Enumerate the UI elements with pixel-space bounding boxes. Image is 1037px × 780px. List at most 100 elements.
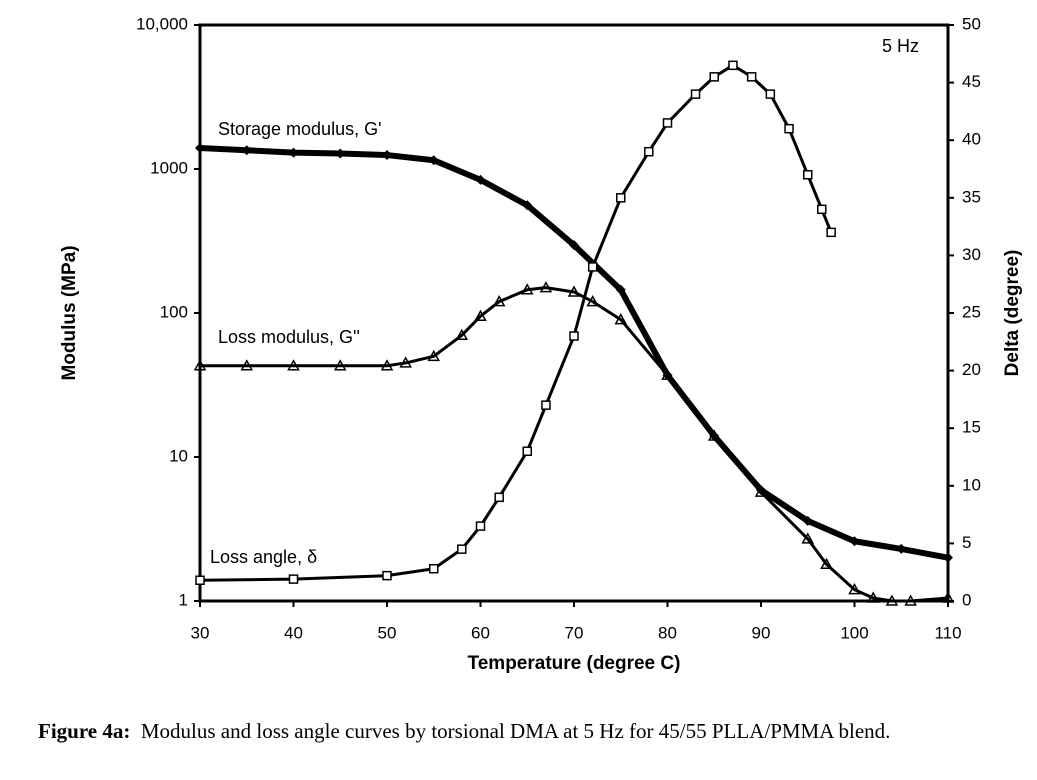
data-point (288, 147, 299, 158)
data-point (193, 359, 207, 371)
data-point (803, 170, 813, 180)
data-point (474, 309, 487, 321)
data-point (522, 446, 532, 456)
data-point (287, 359, 300, 371)
x-tick-label: 40 (284, 623, 303, 642)
data-point (382, 150, 392, 161)
data-point (520, 283, 534, 295)
data-point (616, 193, 626, 203)
annotation: Loss angle, δ (210, 547, 317, 567)
data-point (802, 515, 813, 526)
data-point (615, 284, 626, 295)
data-point (399, 356, 412, 368)
y-tick-label: 10,000 (136, 14, 188, 33)
data-point (662, 118, 673, 128)
x-tick-label: 50 (378, 623, 397, 642)
y2-tick-label: 10 (962, 475, 981, 494)
data-point (541, 400, 551, 410)
y-tick-label: 1 (179, 590, 188, 609)
data-point (849, 536, 860, 547)
data-point (195, 142, 205, 153)
data-point (492, 295, 506, 307)
data-point (455, 328, 469, 341)
data-point (522, 200, 533, 211)
data-point (885, 594, 899, 606)
y2-tick-label: 40 (962, 130, 981, 149)
annotation: 5 Hz (882, 36, 919, 56)
series-line (199, 63, 833, 582)
data-point (943, 552, 953, 563)
data-point (690, 89, 701, 99)
data-point (569, 331, 579, 341)
caption-label: Figure 4a: (38, 719, 131, 743)
data-point (494, 492, 504, 503)
data-point (707, 429, 721, 441)
x-axis-label: Temperature (degree C) (468, 653, 681, 674)
data-point (866, 591, 880, 603)
series-line (199, 144, 949, 561)
data-point (848, 583, 861, 595)
y2-tick-label: 5 (962, 533, 971, 552)
y-tick-label: 10 (169, 446, 188, 465)
data-point (569, 240, 579, 251)
data-point (427, 349, 441, 362)
x-tick-label: 100 (840, 623, 868, 642)
data-point (335, 148, 346, 159)
data-point (475, 521, 486, 531)
data-point (709, 72, 719, 82)
x-tick-label: 80 (658, 623, 677, 642)
data-point (765, 89, 776, 99)
data-point (904, 594, 917, 606)
data-point (382, 570, 392, 581)
data-point (457, 544, 467, 554)
y2-tick-label: 45 (962, 72, 981, 91)
data-point (241, 145, 252, 156)
data-point (567, 285, 581, 297)
y2-tick-label: 25 (962, 302, 981, 321)
x-tick-label: 30 (191, 623, 210, 642)
data-point (333, 359, 347, 371)
y-axis-label: Modulus (MPa) (59, 245, 80, 380)
data-point (644, 146, 654, 157)
data-point (826, 227, 836, 238)
y2-tick-label: 35 (962, 187, 981, 206)
data-point (820, 557, 833, 569)
data-point (801, 532, 815, 544)
data-point (475, 174, 486, 185)
x-tick-label: 90 (752, 623, 771, 642)
x-tick-label: 110 (934, 623, 961, 642)
data-point (784, 123, 794, 134)
data-point (288, 574, 299, 584)
data-point (661, 368, 674, 380)
x-tick-label: 60 (471, 623, 490, 642)
y2-tick-label: 0 (962, 590, 971, 609)
caption: Figure 4a: Modulus and loss angle curves… (38, 718, 1028, 745)
data-point (941, 591, 955, 603)
data-point (746, 72, 757, 82)
data-point (240, 359, 254, 371)
y-tick-label: 1000 (150, 158, 188, 177)
y2-tick-label: 50 (962, 14, 981, 33)
data-point (428, 155, 439, 166)
caption-text: Modulus and loss angle curves by torsion… (140, 719, 891, 743)
data-point (586, 295, 599, 307)
data-point (728, 60, 738, 71)
data-point (587, 262, 598, 272)
y-tick-label: 100 (160, 302, 188, 321)
data-point (614, 313, 628, 325)
x-tick-label: 70 (565, 623, 584, 642)
data-point (896, 543, 907, 554)
annotation: Loss modulus, G'' (218, 327, 360, 347)
data-point (429, 563, 439, 574)
data-point (754, 485, 768, 497)
data-point (380, 359, 394, 371)
y2-axis-label: Delta (degree) (1002, 250, 1023, 377)
y2-tick-label: 15 (962, 418, 981, 437)
data-point (539, 281, 553, 293)
y2-tick-label: 30 (962, 245, 981, 264)
y2-tick-label: 20 (962, 360, 981, 379)
plot-frame (198, 23, 950, 603)
series-line (200, 286, 949, 603)
